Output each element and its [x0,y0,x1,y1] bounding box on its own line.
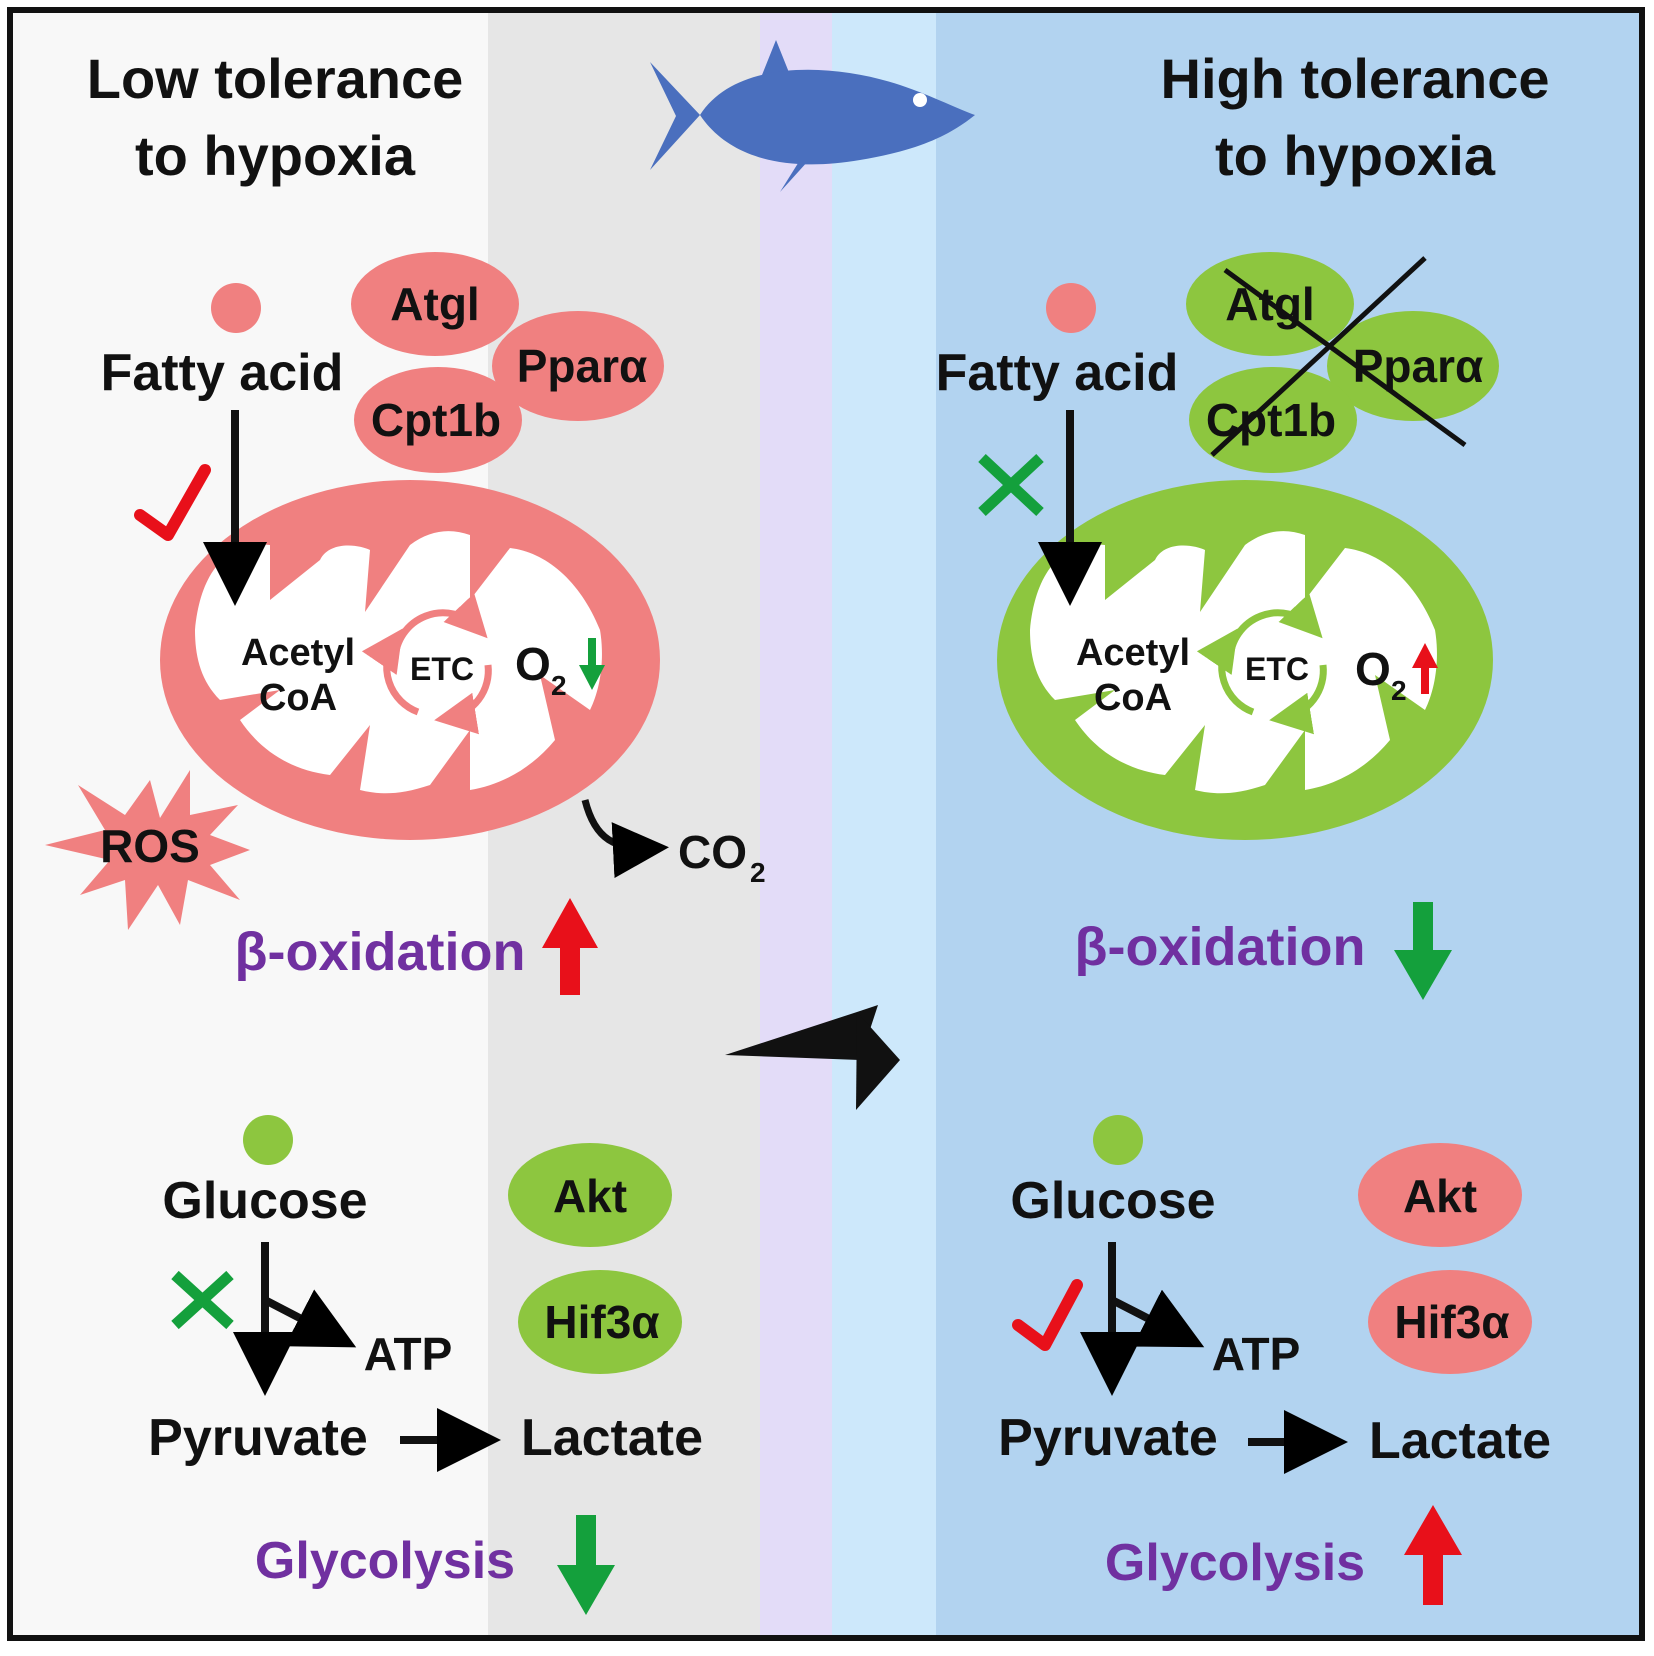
left-etc-label: ETC [410,651,474,687]
frame-border [7,7,1645,1641]
right-beta-down-arrow-icon [1394,902,1452,1000]
right-checkmark-icon [1012,1279,1083,1351]
left-o2-subscript: 2 [551,670,567,701]
co2-subscript: 2 [750,857,766,888]
right-atp-arrow [1110,1289,1205,1348]
right-pyruvate-label: Pyruvate [998,1409,1218,1467]
left-glucose-label: Glucose [162,1172,367,1230]
left-o2-down-arrow-icon [579,638,605,690]
left-atp-label: ATP [364,1328,453,1380]
left-beta-oxidation-label: β-oxidation [235,922,526,982]
right-fatty-acid-dot [1046,283,1096,333]
left-lactate-label: Lactate [521,1409,703,1467]
right-etc-cycle [1196,593,1327,735]
left-o2-label: O [515,638,551,690]
fish-icon [650,40,975,192]
right-akt-label: Akt [1403,1170,1477,1222]
right-ppara-label: Pparα [1353,340,1484,392]
right-beta-oxidation-label: β-oxidation [1075,917,1366,977]
right-acetyl-label: Acetyl [1076,632,1190,674]
right-cpt1b-ellipse [1189,367,1357,473]
bg-left-grey [488,10,760,1638]
right-title-line1: High tolerance [1161,47,1550,110]
left-pyruvate-label: Pyruvate [148,1409,368,1467]
right-hif3a-label: Hif3α [1394,1296,1509,1348]
left-ppara-ellipse [492,311,664,421]
right-genes-crossout-icon [1210,256,1467,457]
right-hif3a-ellipse [1368,1270,1532,1374]
left-coa-label: CoA [259,677,337,719]
co2-label: CO [678,826,747,878]
right-o2-label: O [1355,643,1391,695]
right-gene-cluster: Atgl Pparα Cpt1b [1186,252,1499,473]
right-atp-label: ATP [1212,1328,1301,1380]
co2-arrow [581,799,669,879]
left-atp-arrow [263,1289,357,1348]
left-akt-ellipse [508,1143,672,1247]
right-fatty-acid-label: Fatty acid [936,344,1179,402]
left-akt-label: Akt [553,1170,627,1222]
left-glycolysis-down-arrow-icon [557,1515,615,1615]
right-akt-ellipse [1358,1143,1522,1247]
left-mitochondrion [160,480,660,840]
right-cross-icon [978,453,1044,517]
right-coa-label: CoA [1094,677,1172,719]
left-cross-icon [171,1270,234,1330]
left-acetyl-label: Acetyl [241,632,355,674]
left-hif3a-ellipse [518,1270,682,1374]
left-title-line1: Low tolerance [87,47,464,110]
left-fatty-acid-label: Fatty acid [101,344,344,402]
left-checkmark-icon [134,464,211,541]
right-glucose-dot [1093,1115,1143,1165]
right-glycolysis-up-arrow-icon [1404,1505,1462,1605]
ros-label: ROS [100,820,200,872]
bg-light-blue [832,10,936,1638]
right-o2-subscript: 2 [1391,675,1407,706]
left-gene-cluster: Atgl Pparα Cpt1b [351,252,664,473]
left-title-line2: to hypoxia [135,124,416,187]
left-atgl-label: Atgl [390,278,479,330]
left-cpt1b-label: Cpt1b [371,394,501,446]
center-transition-arrowhead [856,1012,900,1110]
left-hif3a-label: Hif3α [544,1296,659,1348]
left-etc-cycle [361,593,492,735]
center-transition-arrow [725,1005,878,1060]
left-fatty-acid-dot [211,283,261,333]
left-atgl-ellipse [351,252,519,356]
right-glucose-label: Glucose [1010,1172,1215,1230]
left-cpt1b-ellipse [354,367,522,473]
ros-burst [45,770,250,930]
bg-lavender [760,10,832,1638]
right-o2-up-arrow-icon [1412,643,1438,694]
right-title-line2: to hypoxia [1215,124,1496,187]
right-glycolysis-label: Glycolysis [1105,1534,1365,1592]
left-ppara-label: Pparα [517,340,648,392]
right-ppara-ellipse [1327,311,1499,421]
left-glucose-dot [243,1115,293,1165]
left-beta-up-arrow-icon [542,898,598,995]
right-etc-label: ETC [1245,651,1309,687]
left-glycolysis-label: Glycolysis [255,1532,515,1590]
right-lactate-label: Lactate [1369,1412,1551,1470]
